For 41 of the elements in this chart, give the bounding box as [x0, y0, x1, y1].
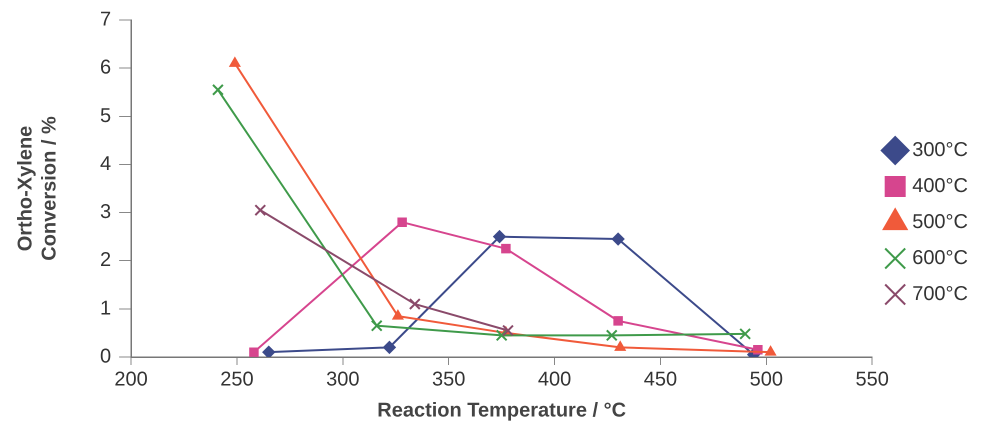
point [408, 298, 421, 310]
point [212, 84, 224, 96]
y-tick-label: 5 [100, 104, 112, 127]
x-tick-label: 450 [644, 368, 678, 391]
y-tick-label: 7 [100, 8, 112, 31]
point [606, 329, 618, 342]
y-axis-title: Ortho-Xylene Conversion / % [14, 116, 61, 261]
point [493, 230, 506, 244]
point [764, 346, 776, 356]
x-tick-label: 350 [432, 368, 466, 391]
point [254, 204, 266, 216]
point [370, 320, 383, 332]
point [614, 340, 626, 351]
y-tick-label: 4 [100, 152, 112, 175]
point [397, 217, 407, 227]
x-axis-title: Reaction Temperature / °C [377, 400, 626, 422]
point [249, 347, 259, 357]
point [739, 328, 752, 340]
y-tick-label: 6 [100, 56, 112, 79]
y-tick-label: 3 [100, 201, 112, 224]
point [382, 340, 396, 354]
point [613, 316, 623, 326]
point [501, 244, 511, 254]
x-tick-label: 250 [220, 368, 254, 391]
x-tick-label: 300 [326, 368, 360, 391]
point [612, 232, 625, 246]
y-tick-label: 1 [100, 297, 112, 320]
y-tick-label: 2 [100, 249, 112, 272]
point [392, 310, 404, 320]
x-tick-label: 550 [856, 368, 889, 391]
legend-label: 600°C [912, 247, 968, 270]
x-tick-label: 400 [538, 368, 572, 391]
y-tick-label: 0 [100, 346, 112, 368]
legend-label: 400°C [912, 175, 968, 198]
x-tick-label: 500 [750, 368, 784, 391]
legend-label: 500°C [912, 211, 968, 234]
point [496, 329, 508, 342]
legend-label: 700°C [912, 283, 968, 306]
legend-label: 300°C [912, 139, 968, 162]
x-tick-label: 200 [114, 368, 148, 391]
point [262, 346, 276, 357]
